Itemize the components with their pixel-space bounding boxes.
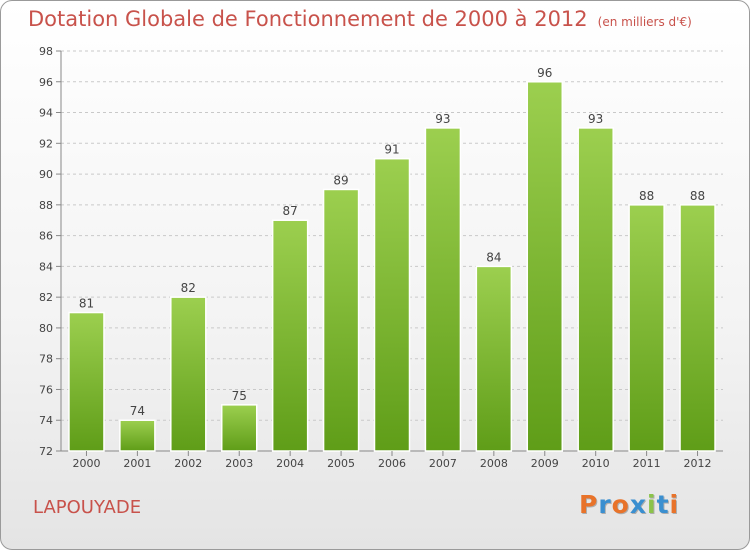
logo-letter: P [579,490,599,519]
y-tick-label: 90 [39,168,53,181]
logo-letter: i [647,490,657,519]
commune-name: LAPOUYADE [33,497,142,518]
x-tick-label: 2000 [72,457,100,470]
y-tick-label: 96 [39,76,53,89]
bar [679,204,716,452]
data-label: 88 [639,189,654,203]
x-tick-label: 2004 [276,457,304,470]
bar [322,188,360,452]
x-tick-label: 2005 [327,457,355,470]
x-tick-label: 2003 [225,457,253,470]
x-tick-label: 2001 [123,457,151,470]
x-tick-label: 2009 [531,457,559,470]
data-label: 93 [435,112,450,126]
y-tick-label: 92 [39,137,53,150]
bar [68,311,105,452]
data-label: 87 [283,204,298,218]
logo-letter: o [611,490,630,519]
logo-letter: t [656,490,670,519]
y-tick-label: 72 [39,445,53,458]
y-tick-label: 82 [39,291,53,304]
bar [526,81,564,452]
x-tick-label: 2002 [174,457,202,470]
bar [475,265,513,452]
data-label: 96 [537,66,552,80]
data-label: 74 [130,404,145,418]
bar [119,419,156,452]
bar [628,204,665,452]
bar [424,127,462,452]
y-tick-label: 98 [39,45,53,58]
data-label: 75 [232,389,247,403]
y-tick-label: 88 [39,199,53,212]
logo-letter: x [629,490,647,519]
data-label: 88 [690,189,705,203]
chart-unit: (en milliers d'€) [597,15,692,29]
y-tick-label: 74 [39,414,53,427]
y-tick-label: 80 [39,322,53,335]
x-tick-label: 2012 [684,457,712,470]
data-label: 81 [79,297,94,311]
x-tick-label: 2006 [378,457,406,470]
data-label: 93 [588,112,603,126]
proxiti-logo: Proxiti [579,490,679,519]
data-label: 91 [384,143,399,157]
x-tick-label: 2007 [429,457,457,470]
y-tick-label: 86 [39,230,53,243]
x-tick-label: 2011 [633,457,661,470]
data-label: 82 [181,281,196,295]
bar [271,219,309,452]
bar [373,157,411,452]
bar [577,127,614,452]
y-tick-label: 84 [39,260,53,273]
bar [220,404,258,452]
x-tick-label: 2010 [582,457,610,470]
logo-letter: i [669,490,680,519]
data-label: 84 [486,250,501,264]
bar [170,296,207,452]
data-label: 89 [333,173,348,187]
y-tick-label: 76 [39,383,53,396]
chart-title: Dotation Globale de Fonctionnement de 20… [28,7,692,31]
x-tick-label: 2008 [480,457,508,470]
y-tick-label: 94 [39,107,53,120]
y-tick-label: 78 [39,353,53,366]
logo-letter: r [598,490,612,519]
chart-title-main: Dotation Globale de Fonctionnement de 20… [28,7,588,31]
